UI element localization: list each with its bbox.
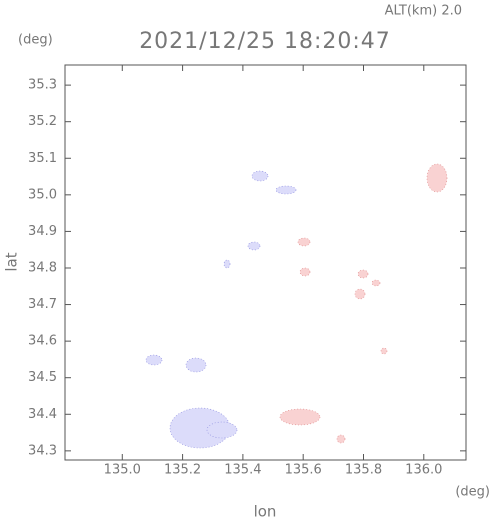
x-axis-label: lon xyxy=(254,503,277,521)
y-tick-label: 35.2 xyxy=(28,114,57,129)
echoes xyxy=(145,163,448,449)
x-tick-label: 135.4 xyxy=(224,463,261,478)
y-tick-label: 35.3 xyxy=(28,78,57,93)
y-tick-label: 34.3 xyxy=(28,443,57,458)
y-tick-label: 34.4 xyxy=(28,407,57,422)
plot-frame xyxy=(64,64,467,461)
y-tick-label: 34.7 xyxy=(28,297,57,312)
x-tick-label: 135.0 xyxy=(104,463,141,478)
chart-title: 2021/12/25 18:20:47 xyxy=(139,29,391,54)
x-tick-label: 135.8 xyxy=(345,463,382,478)
y-axis-label: lat xyxy=(3,252,21,271)
y-tick-label: 34.9 xyxy=(28,224,57,239)
y-tick-label: 35.0 xyxy=(28,187,57,202)
y-tick-label: 34.6 xyxy=(28,334,57,349)
x-tick-label: 135.2 xyxy=(164,463,201,478)
y-unit: (deg) xyxy=(18,33,53,48)
y-tick-label: 34.5 xyxy=(28,370,57,385)
x-tick-label: 135.6 xyxy=(285,463,322,478)
x-tick-label: 136.0 xyxy=(405,463,442,478)
altitude: ALT(km) 2.0 xyxy=(385,4,462,19)
x-unit: (deg) xyxy=(455,485,490,500)
y-tick-label: 34.8 xyxy=(28,260,57,275)
y-tick-label: 35.1 xyxy=(28,151,57,166)
